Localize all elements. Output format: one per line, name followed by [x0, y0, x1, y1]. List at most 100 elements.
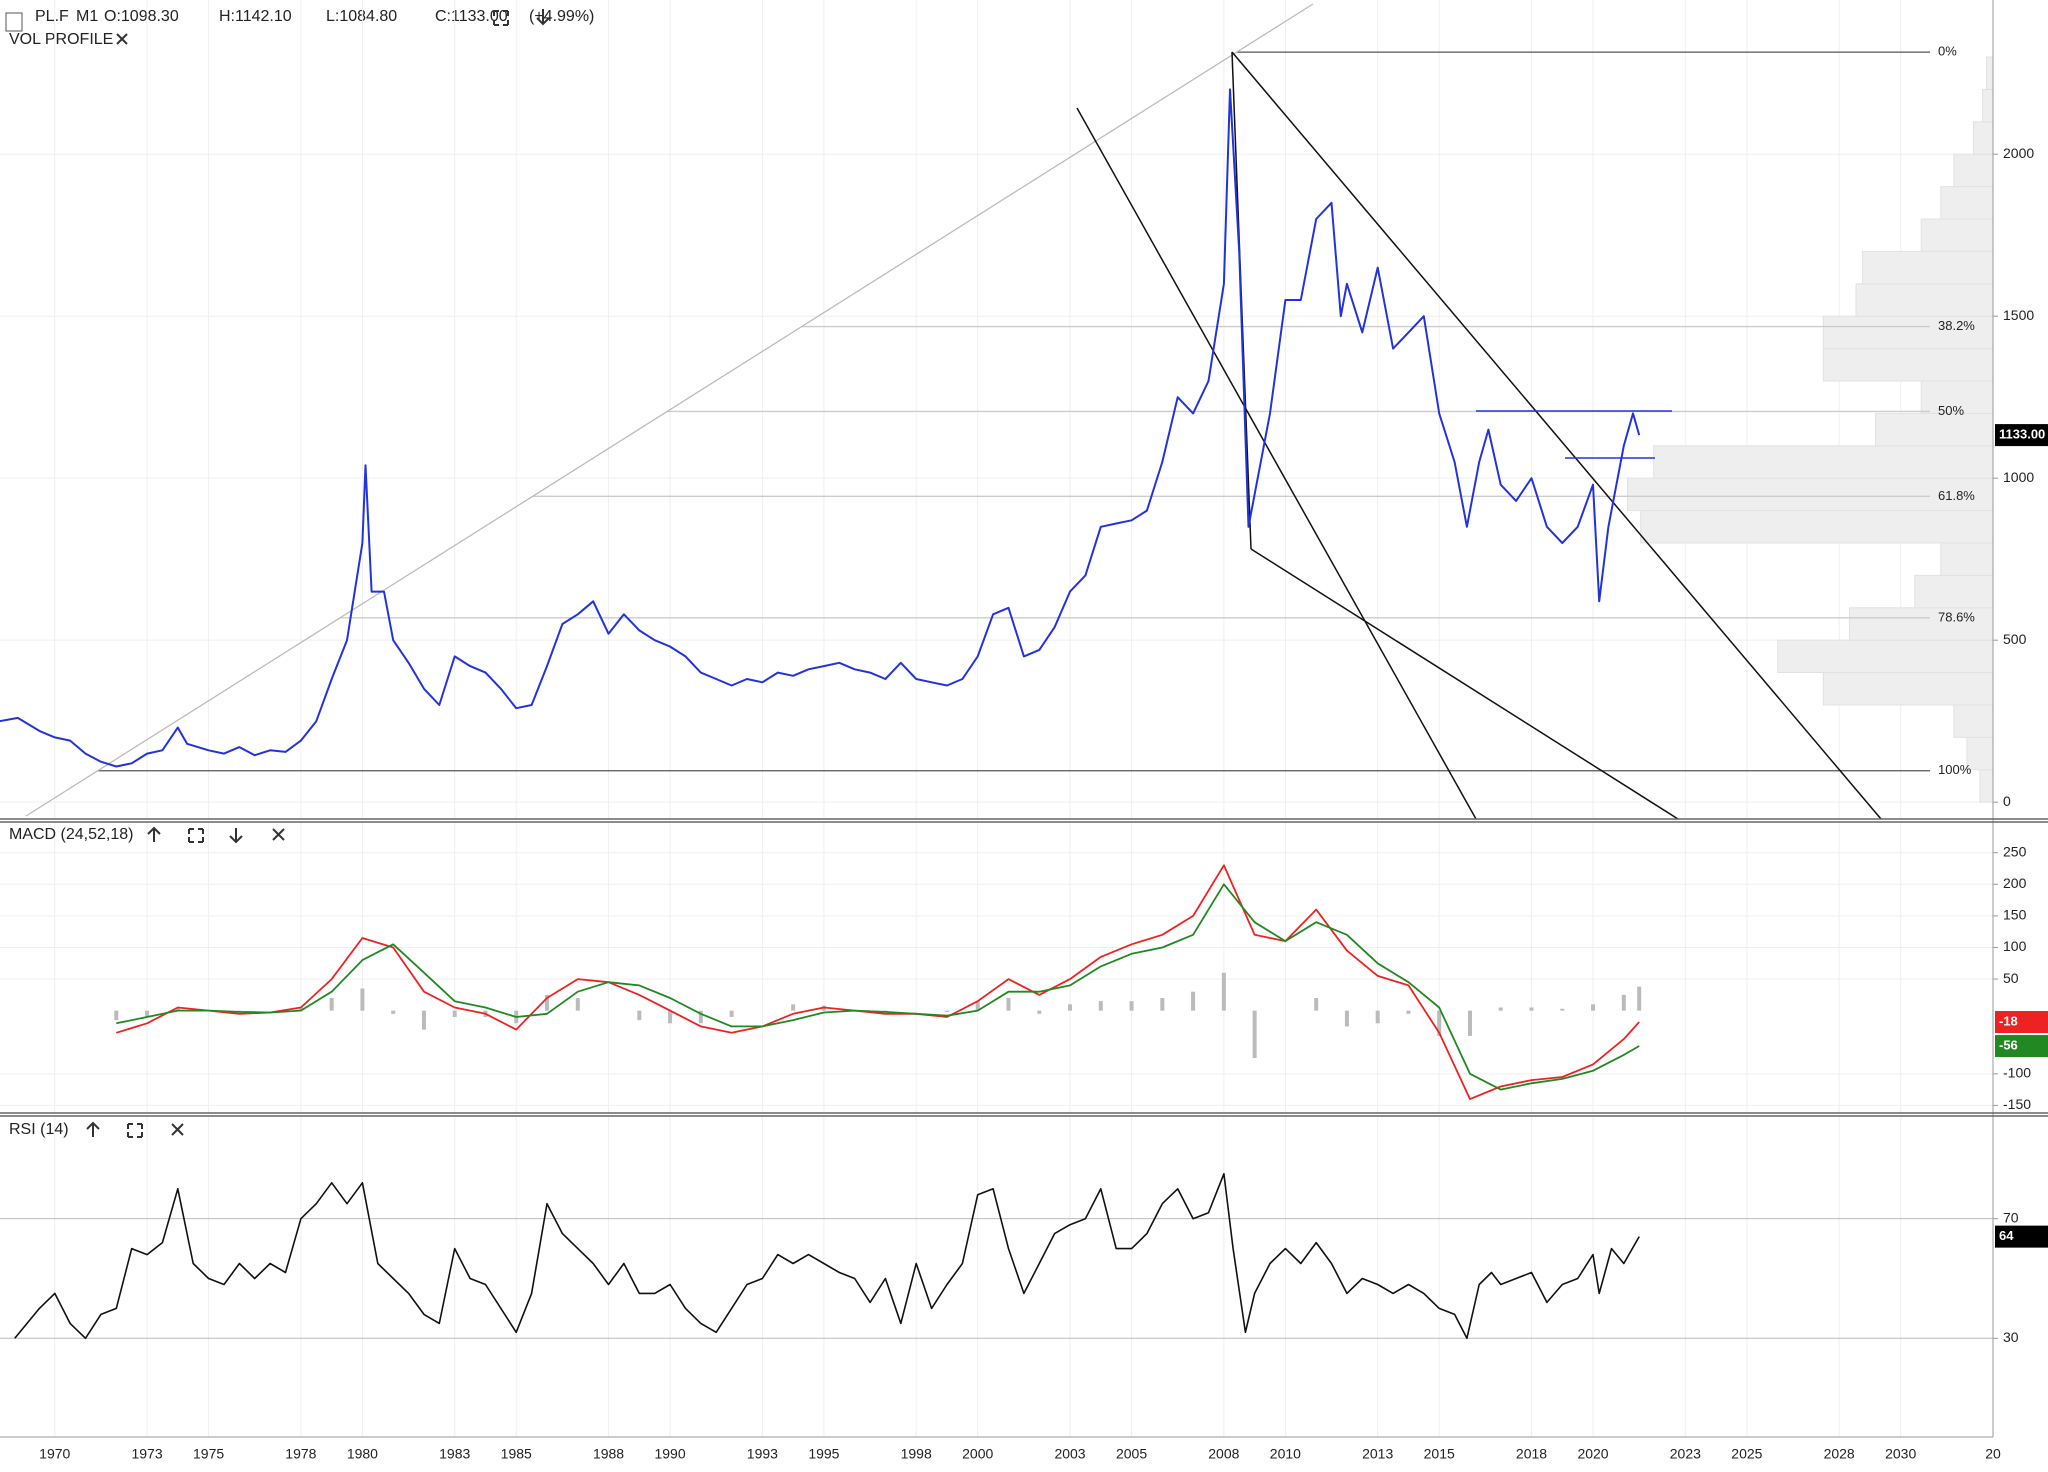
channel-line	[1231, 51, 1882, 820]
y-tick-label: 2000	[2003, 145, 2034, 161]
histogram-bar	[175, 1007, 180, 1011]
low: L:1084.80	[326, 8, 397, 25]
histogram-bar	[1621, 994, 1626, 1011]
volume-bar	[1920, 218, 1994, 252]
x-tick-label: 2028	[1824, 1446, 1855, 1462]
expand-icon[interactable]	[493, 10, 509, 26]
volume-bar	[1982, 88, 1994, 123]
high: H:1142.10	[219, 8, 292, 25]
fib-label: 61.8%	[1938, 488, 1975, 503]
last-value-box	[1995, 1225, 2048, 1248]
volume-bar	[1953, 704, 1994, 738]
x-tick-label: 1970	[39, 1446, 70, 1462]
volume-bar	[1940, 542, 1994, 576]
histogram-bar	[329, 998, 334, 1011]
x-tick-label: 2025	[1731, 1446, 1762, 1462]
fib-label: 50%	[1938, 403, 1964, 418]
series-line	[14, 1173, 1640, 1340]
histogram-bar	[1129, 1001, 1134, 1011]
x-tick-label: 2018	[1516, 1446, 1547, 1462]
histogram-bar	[1221, 972, 1226, 1011]
volume-bar	[1653, 445, 1994, 479]
x-tick-label: 2005	[1116, 1446, 1147, 1462]
change: (+4.99%)	[529, 8, 594, 25]
up-icon[interactable]	[86, 1121, 100, 1137]
histogram-bar	[729, 1010, 734, 1017]
y-tick-label: 0	[2003, 793, 2011, 809]
x-tick-label: 2008	[1208, 1446, 1239, 1462]
volume-bar	[1979, 769, 1994, 803]
last-value-label: -18	[1999, 1013, 2018, 1028]
x-tick-label: 20	[1985, 1446, 2001, 1462]
histogram-bar	[1344, 1010, 1349, 1027]
histogram-bar	[1006, 998, 1011, 1011]
x-tick-label: 1973	[131, 1446, 162, 1462]
plots: 1133.00 -18 -56 64	[0, 88, 2048, 1340]
y-tick-label: 100	[2003, 938, 2027, 954]
histogram-bar	[391, 1010, 396, 1014]
expand-icon[interactable]	[188, 828, 204, 843]
down-icon[interactable]	[536, 9, 550, 26]
up-icon[interactable]	[147, 826, 161, 842]
series-line	[0, 88, 1641, 768]
histogram-bar	[1068, 1004, 1073, 1011]
histogram-bar	[1591, 1004, 1596, 1011]
volume-bar	[1953, 153, 1994, 188]
close: C:1133.00	[435, 8, 508, 25]
close-icon[interactable]	[171, 1123, 184, 1136]
last-value-label: 1133.00	[1999, 427, 2045, 442]
histogram-bar	[575, 998, 580, 1011]
volume-bar	[1777, 639, 1994, 674]
volume-bar	[1875, 412, 1994, 447]
y-tick-label: 1500	[2003, 307, 2034, 323]
macd-title: MACD (24,52,18)	[9, 826, 134, 843]
x-tick-label: 1998	[901, 1446, 932, 1462]
histogram-bar	[1160, 998, 1165, 1011]
collapse-icon[interactable]	[5, 12, 23, 32]
fib-label: 38.2%	[1938, 318, 1975, 333]
fib-label: 78.6%	[1938, 609, 1975, 624]
header: PL.F M1 O:1098.30 H:1142.10 L:1084.80 C:…	[5, 8, 594, 48]
open: O:1098.30	[104, 8, 179, 25]
histogram-bar	[1467, 1010, 1472, 1036]
indicator-label: VOL PROFILE	[9, 31, 113, 48]
y-tick-label: 70	[2003, 1209, 2019, 1225]
trend-line	[25, 3, 1314, 817]
histogram-bar	[1437, 1010, 1442, 1036]
histogram-bar	[360, 988, 365, 1011]
volume-bar	[1862, 250, 1994, 285]
x-tick-label: 1978	[285, 1446, 316, 1462]
y-tick-label: 150	[2003, 907, 2027, 923]
histogram-bar	[114, 1010, 119, 1021]
histogram-bar	[1037, 1010, 1042, 1014]
x-tick-label: 2030	[1885, 1446, 1916, 1462]
x-tick-label: 1985	[501, 1446, 532, 1462]
last-value-box	[1995, 424, 2048, 447]
last-value-label: -56	[1999, 1037, 2018, 1052]
y-tick-label: 30	[2003, 1329, 2019, 1345]
x-tick-label: 2020	[1577, 1446, 1608, 1462]
histogram-bar	[421, 1010, 426, 1030]
histogram-bar	[1098, 1001, 1103, 1011]
x-tick-label: 1995	[808, 1446, 839, 1462]
last-value-label: 64	[1999, 1228, 2014, 1243]
interval: M1	[76, 8, 98, 25]
volume-profile	[1627, 56, 1994, 803]
fibonacci: 0% 38.2% 50% 61.8% 78.6% 100%	[97, 44, 1975, 777]
histogram-bar	[1406, 1010, 1411, 1014]
down-icon[interactable]	[229, 828, 243, 844]
y-tick-label: -100	[2003, 1065, 2031, 1081]
close-icon[interactable]	[272, 828, 285, 841]
histogram-bar	[1529, 1007, 1534, 1011]
y-tick-label: 50	[2003, 970, 2019, 986]
close-icon[interactable]	[116, 33, 128, 45]
y-tick-label: 500	[2003, 631, 2027, 647]
expand-icon[interactable]	[127, 1123, 143, 1138]
frames: MACD (24,52,18) RSI (14)	[0, 0, 2048, 1438]
x-tick-label: 2023	[1670, 1446, 1701, 1462]
x-tick-label: 2010	[1270, 1446, 1301, 1462]
histogram-bar	[1375, 1010, 1380, 1024]
histogram-bar	[668, 1010, 673, 1024]
volume-bar	[1940, 186, 1994, 220]
